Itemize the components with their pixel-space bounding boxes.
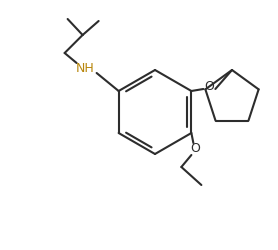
Text: O: O (190, 142, 200, 156)
Text: O: O (204, 80, 214, 94)
Text: NH: NH (75, 62, 94, 76)
